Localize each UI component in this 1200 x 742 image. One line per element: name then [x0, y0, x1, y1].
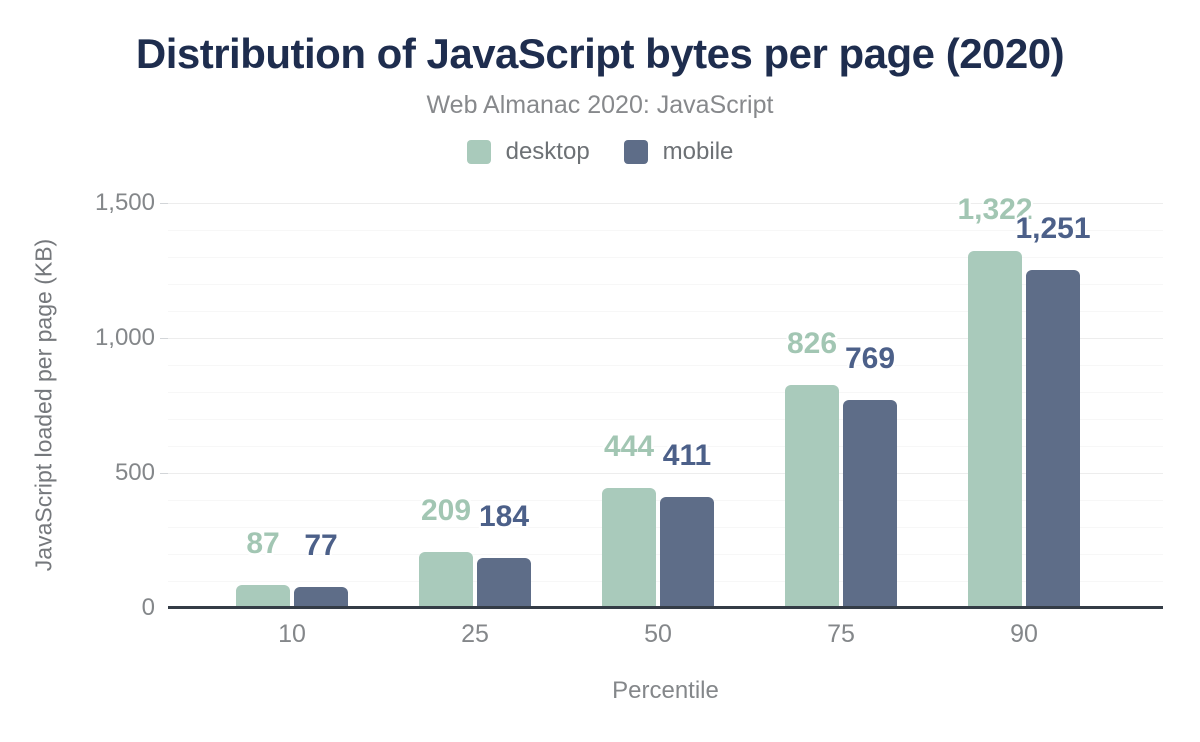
bar-desktop-p90[interactable]: [968, 251, 1022, 608]
x-tick-label-10: 10: [278, 620, 306, 648]
chart-subtitle: Web Almanac 2020: JavaScript: [426, 91, 774, 119]
bar-label-desktop-p75: 826: [786, 327, 838, 360]
major-gridline: [168, 473, 1163, 474]
x-axis-line: [168, 606, 1163, 609]
chart-title: Distribution of JavaScript bytes per pag…: [135, 30, 1065, 77]
bar-mobile-p25[interactable]: [477, 558, 531, 608]
x-tick-label-25: 25: [461, 620, 489, 648]
bar-mobile-p75[interactable]: [843, 400, 897, 608]
minor-gridline: [168, 311, 1163, 312]
bar-label-desktop-p50: 444: [603, 430, 655, 463]
legend-label-mobile: mobile: [662, 138, 734, 165]
bar-label-mobile-p50: 411: [662, 439, 712, 472]
bar-desktop-p10[interactable]: [236, 585, 290, 608]
bar-label-mobile-p75: 769: [844, 342, 896, 375]
bar-mobile-p90[interactable]: [1026, 270, 1080, 608]
bar-mobile-p50[interactable]: [660, 497, 714, 608]
bar-label-mobile-p25: 184: [478, 500, 530, 533]
desktop-swatch-icon: [466, 140, 491, 164]
legend: desktop mobile: [0, 138, 1200, 166]
y-tick-label: 1,000: [94, 324, 155, 351]
y-tick-mark: [160, 473, 168, 474]
minor-gridline: [168, 365, 1163, 366]
mobile-swatch-icon: [623, 140, 648, 164]
bar-mobile-p10[interactable]: [294, 587, 348, 608]
bar-label-desktop-p10: 87: [246, 527, 280, 560]
y-tick-mark: [160, 203, 168, 204]
x-axis-title: Percentile: [612, 677, 719, 704]
bar-desktop-p50[interactable]: [602, 488, 656, 608]
bar-label-mobile-p10: 77: [304, 529, 338, 562]
major-gridline: [168, 338, 1163, 339]
x-tick-label-50: 50: [644, 620, 672, 648]
x-tick-label-75: 75: [827, 620, 855, 648]
minor-gridline: [168, 446, 1163, 447]
minor-gridline: [168, 392, 1163, 393]
legend-label-desktop: desktop: [505, 138, 590, 165]
y-axis-title: JavaScript loaded per page (KB): [30, 238, 57, 572]
minor-gridline: [168, 284, 1163, 285]
minor-gridline: [168, 419, 1163, 420]
y-tick-mark: [160, 338, 168, 339]
minor-gridline: [168, 230, 1163, 231]
x-tick-label-90: 90: [1010, 620, 1038, 648]
major-gridline: [168, 203, 1163, 204]
bar-label-desktop-p25: 209: [420, 494, 472, 527]
bar-label-mobile-p90: 1,251: [1015, 212, 1091, 245]
minor-gridline: [168, 257, 1163, 258]
bar-desktop-p25[interactable]: [419, 552, 473, 608]
legend-item-mobile[interactable]: mobile: [623, 138, 734, 166]
bar-label-desktop-p90: 1,322: [957, 193, 1033, 226]
bar-desktop-p75[interactable]: [785, 385, 839, 608]
legend-item-desktop[interactable]: desktop: [466, 138, 590, 166]
y-tick-label: 500: [114, 459, 155, 486]
y-tick-label: 0: [141, 594, 155, 621]
y-tick-label: 1,500: [94, 189, 155, 216]
